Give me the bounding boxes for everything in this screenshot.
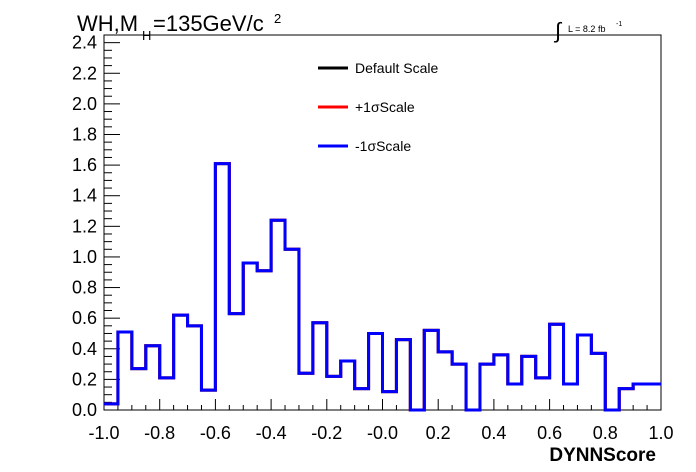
y-tick-label: 1.6 <box>72 155 97 175</box>
y-axis-tick-labels: 0.0 0.2 0.4 0.6 0.8 1.0 1.2 1.4 1.6 1.8 2.0 2.2 2.4 <box>72 33 97 420</box>
legend-label: -1σScale <box>355 138 411 154</box>
x-tick-label: 0.2 <box>426 423 451 443</box>
y-tick-label: 1.4 <box>72 186 97 206</box>
y-tick-label: 0.6 <box>72 308 97 328</box>
x-tick-label: 1.0 <box>648 423 673 443</box>
x-tick-label: -0.6 <box>200 423 231 443</box>
x-axis-label: DYNNScore <box>549 445 656 466</box>
x-tick-label: -1.0 <box>88 423 119 443</box>
y-axis-ticks <box>104 42 120 411</box>
x-tick-label: -0.0 <box>367 423 398 443</box>
x-tick-label: -0.4 <box>256 423 287 443</box>
legend-label: Default Scale <box>355 60 438 76</box>
y-tick-label: 2.2 <box>72 63 97 83</box>
y-tick-label: 0.4 <box>72 339 97 359</box>
x-tick-label: -0.2 <box>311 423 342 443</box>
y-tick-label: 0.8 <box>72 278 97 298</box>
x-tick-label: 0.4 <box>481 423 506 443</box>
title-superscript: 2 <box>274 11 281 26</box>
y-tick-label: 2.4 <box>72 33 97 53</box>
y-tick-label: 0.0 <box>72 400 97 420</box>
y-tick-label: 1.0 <box>72 247 97 267</box>
x-axis-ticks <box>103 399 662 410</box>
lumi-text: L = 8.2 fb <box>568 24 605 34</box>
histogram-series <box>104 162 661 412</box>
title-rest: =135GeV/c <box>153 11 264 36</box>
series-line-2 <box>104 162 661 412</box>
y-tick-label: 0.2 <box>72 369 97 389</box>
y-tick-label: 2.0 <box>72 94 97 114</box>
luminosity-label: ∫ L = 8.2 fb -1 <box>553 18 622 43</box>
y-tick-label: 1.8 <box>72 124 97 144</box>
x-tick-label: 0.6 <box>537 423 562 443</box>
x-axis-tick-labels: -1.0 -0.8 -0.6 -0.4 -0.2 -0.0 0.2 0.4 0.6 0.8 1.0 <box>88 423 673 443</box>
lumi-integral-sign: ∫ <box>553 18 563 43</box>
x-tick-label: -0.8 <box>144 423 175 443</box>
legend-label: +1σScale <box>355 99 415 115</box>
legend: Default Scale +1σScale -1σScale <box>318 60 438 154</box>
title-main: WH,M <box>77 11 138 36</box>
lumi-superscript: -1 <box>616 21 622 28</box>
x-tick-label: 0.8 <box>593 423 618 443</box>
title: WH,M H =135GeV/c 2 <box>77 11 281 43</box>
y-tick-label: 1.2 <box>72 216 97 236</box>
